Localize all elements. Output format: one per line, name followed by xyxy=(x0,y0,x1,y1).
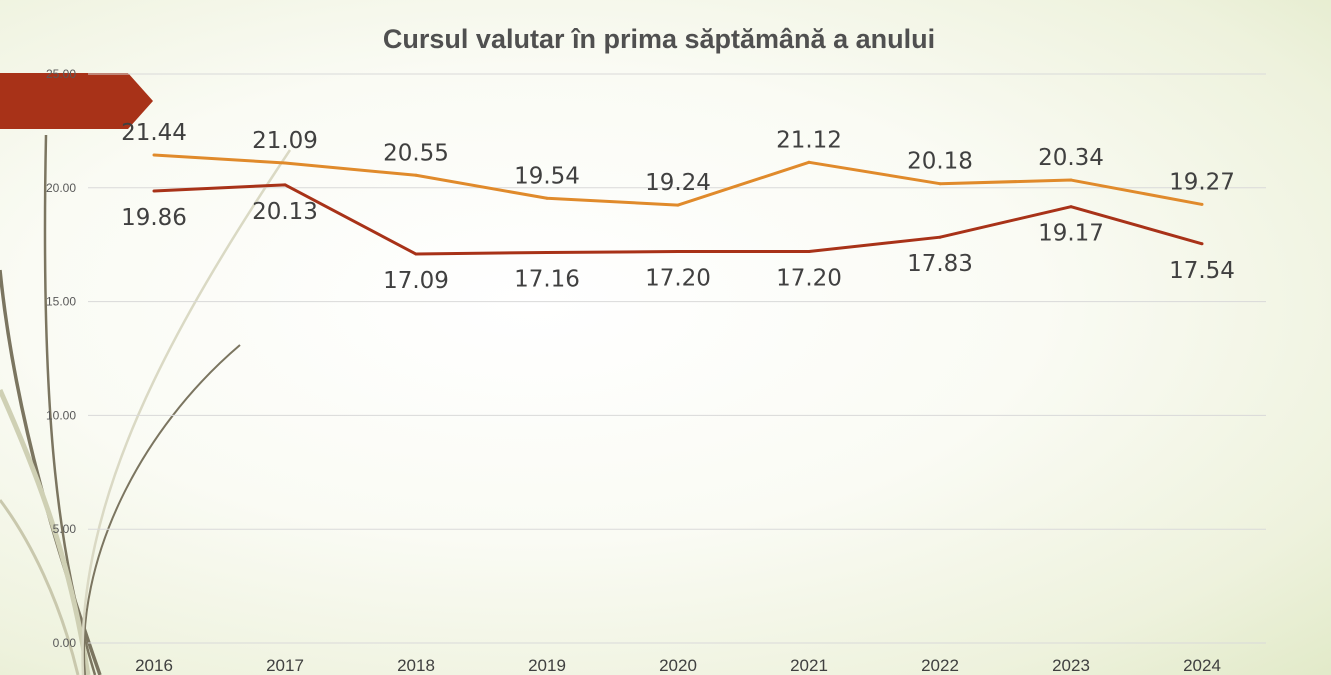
data-label: 17.83 xyxy=(907,251,973,277)
data-point xyxy=(938,235,942,239)
y-tick-label: 0.00 xyxy=(53,636,77,650)
data-label: 20.34 xyxy=(1038,145,1104,171)
data-label: 19.27 xyxy=(1169,169,1235,195)
data-point xyxy=(1200,242,1204,246)
decorative-stem xyxy=(0,388,91,675)
x-tick-label: 2016 xyxy=(135,656,173,675)
data-label: 21.09 xyxy=(252,128,318,154)
data-point xyxy=(1069,205,1073,209)
data-point xyxy=(414,252,418,256)
data-label: 17.20 xyxy=(645,266,711,292)
data-label: 20.13 xyxy=(252,199,318,225)
data-point xyxy=(807,160,811,164)
x-tick-label: 2024 xyxy=(1183,656,1221,675)
data-label: 19.86 xyxy=(121,205,187,231)
data-label: 17.20 xyxy=(776,266,842,292)
data-label: 20.55 xyxy=(383,140,449,166)
data-point xyxy=(676,203,680,207)
data-point xyxy=(1069,178,1073,182)
data-label: 17.16 xyxy=(514,266,580,292)
x-tick-label: 2018 xyxy=(397,656,435,675)
y-tick-label: 5.00 xyxy=(53,522,77,536)
chart-title: Cursul valutar în prima săptămână a anul… xyxy=(382,24,936,54)
data-point xyxy=(938,182,942,186)
data-point xyxy=(414,173,418,177)
x-tick-label: 2022 xyxy=(921,656,959,675)
data-label: 21.12 xyxy=(776,127,842,153)
data-label: 19.24 xyxy=(645,170,711,196)
decorative-stem xyxy=(83,344,241,675)
data-point xyxy=(545,250,549,254)
data-label: 20.18 xyxy=(907,149,973,175)
y-axis-tick-labels: 0.00 5.00 10.00 15.00 20.00 25.00 xyxy=(46,67,76,650)
data-label: 21.44 xyxy=(121,120,187,146)
data-point xyxy=(1200,202,1204,206)
gridlines xyxy=(88,73,1266,644)
x-tick-label: 2019 xyxy=(528,656,566,675)
data-point xyxy=(283,161,287,165)
data-label: 17.54 xyxy=(1169,258,1235,284)
x-tick-label: 2021 xyxy=(790,656,828,675)
y-tick-label: 20.00 xyxy=(46,181,76,195)
data-label: 17.09 xyxy=(383,268,449,294)
x-axis-tick-labels: 2016 2017 2018 2019 2020 2021 2022 2023 2024 xyxy=(135,656,1221,675)
y-tick-label: 25.00 xyxy=(46,67,76,81)
decorative-stem xyxy=(0,499,80,675)
data-point xyxy=(807,250,811,254)
data-label: 19.17 xyxy=(1038,221,1104,247)
x-tick-label: 2023 xyxy=(1052,656,1090,675)
x-tick-label: 2017 xyxy=(266,656,304,675)
y-tick-label: 15.00 xyxy=(46,295,76,309)
data-point xyxy=(283,183,287,187)
decorative-stem xyxy=(81,149,292,675)
data-labels: 21.44 21.09 20.55 19.54 19.24 21.12 20.18 20.34… xyxy=(121,120,1235,294)
data-point xyxy=(676,250,680,254)
data-point xyxy=(545,196,549,200)
x-tick-label: 2020 xyxy=(659,656,697,675)
ribbon-arrow xyxy=(0,73,153,129)
data-point xyxy=(152,189,156,193)
series-lines xyxy=(152,153,1204,256)
y-tick-label: 10.00 xyxy=(46,408,76,422)
data-label: 19.54 xyxy=(514,163,580,189)
data-point xyxy=(152,153,156,157)
